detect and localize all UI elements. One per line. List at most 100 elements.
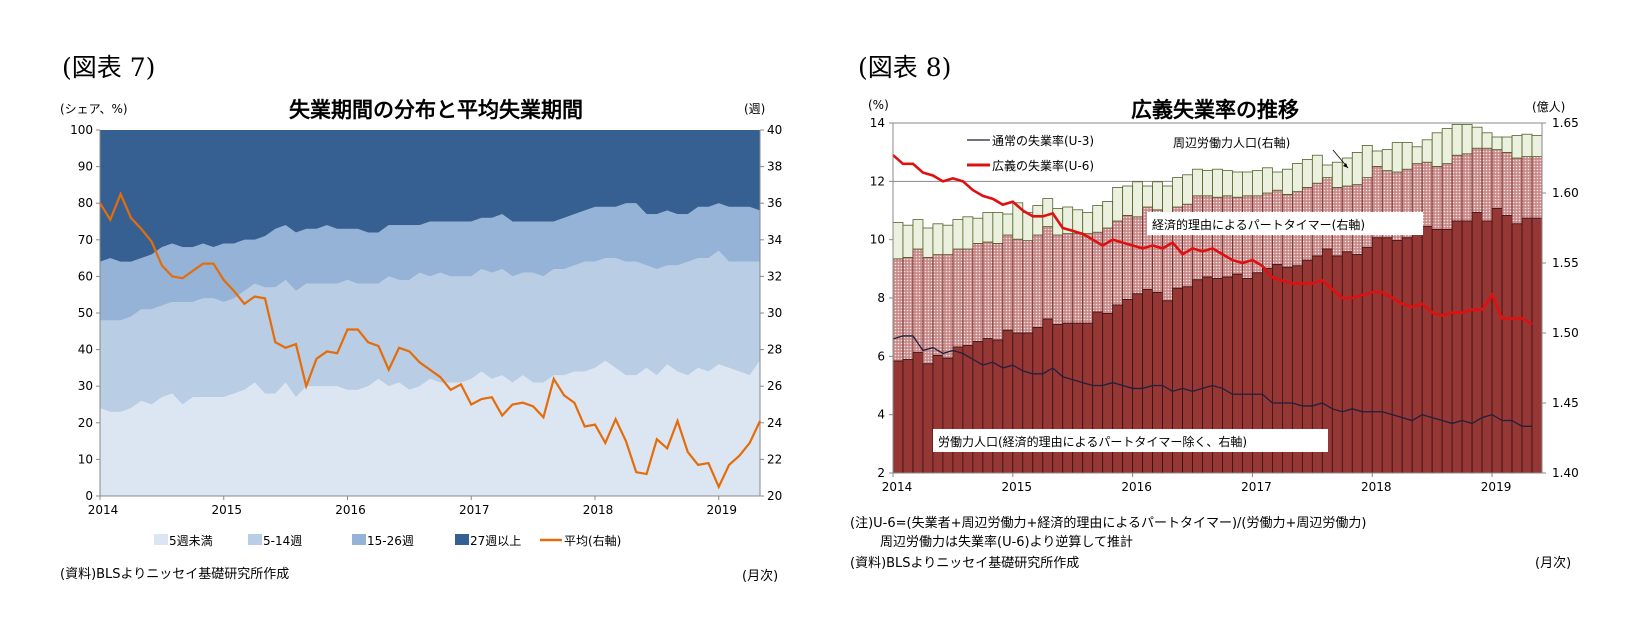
legend-swatch <box>248 534 262 545</box>
bar-labor <box>1501 214 1513 474</box>
bar-marginal <box>992 212 1004 244</box>
area-lt5 <box>100 360 760 496</box>
y-tick-label: 6 <box>877 349 885 363</box>
bar-marginal <box>1032 205 1044 236</box>
y2-tick-label: 32 <box>767 269 782 283</box>
bar-parttime <box>1451 154 1463 222</box>
bar-parttime <box>1501 151 1513 216</box>
bar-marginal <box>1192 168 1203 197</box>
bar-marginal <box>1102 200 1114 229</box>
bar-marginal <box>1262 167 1273 194</box>
bar-parttime <box>1471 147 1483 213</box>
figure7-title: 失業期間の分布と平均失業期間 <box>289 98 583 122</box>
bar-marginal <box>962 216 974 250</box>
bar-marginal <box>1182 174 1193 205</box>
x-tick-label: 2019 <box>1481 480 1512 494</box>
bar-marginal <box>952 219 964 250</box>
bar-marginal <box>922 227 934 258</box>
y2-tick-label: 1.55 <box>1552 256 1579 270</box>
line-u3 <box>892 335 1533 427</box>
bar-labor <box>1491 207 1503 474</box>
legend-swatch <box>154 534 168 545</box>
area-w27 <box>100 130 760 262</box>
bar-marginal <box>1291 163 1303 193</box>
bar-marginal <box>1501 136 1513 153</box>
x-tick-label: 2018 <box>583 503 614 517</box>
figure8-frequency: (月次) <box>1535 556 1572 571</box>
bar-parttime <box>1042 226 1054 320</box>
bar-parttime <box>962 248 974 346</box>
bar-labor <box>1461 220 1473 474</box>
bar-marginal <box>942 224 954 255</box>
x-tick-label: 2018 <box>1361 480 1392 494</box>
bar-parttime <box>952 248 964 348</box>
bar-parttime <box>982 241 994 339</box>
legend-swatch <box>352 534 366 545</box>
y2-tick-label: 1.65 <box>1552 116 1579 130</box>
x-tick-label: 2017 <box>459 503 490 517</box>
bar-marginal <box>1232 171 1243 198</box>
y-tick-label: 30 <box>78 379 93 393</box>
bar-marginal <box>1381 149 1393 172</box>
bar-marginal <box>1311 154 1323 184</box>
chart2 <box>889 122 1546 477</box>
bar-marginal <box>1282 168 1293 195</box>
bar-parttime <box>1002 234 1014 331</box>
bar-parttime <box>1132 216 1144 295</box>
bar-marginal <box>1341 157 1353 187</box>
bar-parttime <box>1242 195 1253 279</box>
bar-labor <box>1511 223 1523 474</box>
y-tick-label: 100 <box>70 123 93 137</box>
bar-marginal <box>1451 124 1463 156</box>
legend-label: 15-26週 <box>367 534 414 548</box>
bar-parttime <box>1122 214 1134 300</box>
annotation-parttime: 経済的理由によるパートタイマー(右軸) <box>1152 217 1365 232</box>
bar-parttime <box>1022 240 1034 334</box>
y-tick-label: 40 <box>78 343 93 357</box>
bar-parttime <box>1491 149 1503 209</box>
bar-parttime <box>1012 238 1024 334</box>
legend-label: 平均(右軸) <box>564 533 621 548</box>
bar-labor <box>1441 228 1453 474</box>
bar-parttime <box>1032 234 1044 328</box>
x-tick-label: 2017 <box>1241 480 1272 494</box>
bar-labor <box>1421 226 1433 474</box>
y-tick-label: 50 <box>78 306 93 320</box>
bar-labor <box>1361 247 1373 474</box>
bar-parttime <box>1441 163 1453 230</box>
x-tick-label: 2014 <box>88 503 119 517</box>
bar-marginal <box>1092 205 1104 233</box>
bar-marginal <box>1331 161 1343 188</box>
bar-marginal <box>912 219 924 250</box>
bar-labor <box>952 346 964 474</box>
bar-marginal <box>1351 151 1363 185</box>
figure7-right-unit: (週) <box>744 102 766 116</box>
bar-labor <box>902 359 914 474</box>
bar-parttime <box>1202 195 1213 278</box>
bar-parttime <box>972 242 984 342</box>
y2-tick-label: 36 <box>767 196 782 210</box>
legend-label: 5週未満 <box>169 534 213 548</box>
bar-marginal <box>1471 126 1483 149</box>
bar-parttime <box>942 254 954 359</box>
y-tick-label: 14 <box>870 116 885 130</box>
bar-marginal <box>1242 171 1253 197</box>
bar-parttime <box>1431 165 1443 230</box>
bar-marginal <box>1521 133 1533 157</box>
bar-labor <box>942 357 954 474</box>
bar-marginal <box>1152 181 1163 211</box>
y-tick-label: 8 <box>877 291 885 305</box>
figure8-note-1: (注)U-6=(失業者+周辺労働力+経済的理由によるパートタイマー)/(労働力+… <box>850 516 1367 531</box>
figure8-left-unit: (%) <box>868 98 889 112</box>
y2-tick-label: 1.45 <box>1552 396 1579 410</box>
bar-marginal <box>1371 150 1383 167</box>
y-tick-label: 60 <box>78 269 93 283</box>
bar-parttime <box>1072 233 1084 324</box>
bar-labor <box>1411 227 1423 474</box>
y2-tick-label: 20 <box>767 489 782 503</box>
bar-marginal <box>1112 186 1124 222</box>
y2-tick-label: 26 <box>767 379 782 393</box>
line-u6 <box>892 154 1533 326</box>
legend-item-w27 <box>455 534 469 545</box>
legend-label: 27週以上 <box>470 534 521 548</box>
